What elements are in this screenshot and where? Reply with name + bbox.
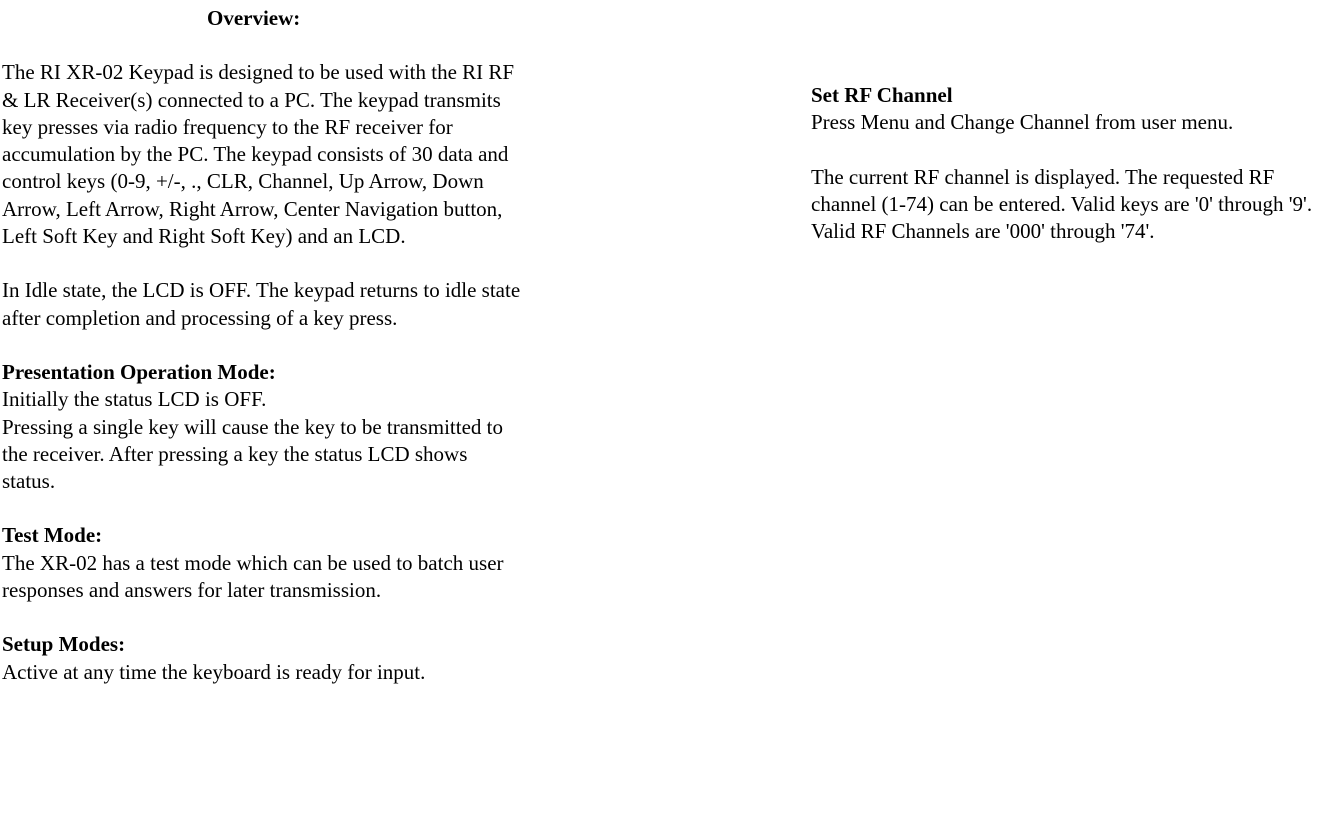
presentation-section: Presentation Operation Mode: Initially t… [2,359,521,495]
rf-body-2: The current RF channel is displayed. The… [811,164,1330,246]
test-section: Test Mode: The XR-02 has a test mode whi… [2,522,521,604]
setup-section: Setup Modes: Active at any time the keyb… [2,631,521,686]
left-column: Overview: The RI XR-02 Keypad is designe… [0,0,541,713]
rf-heading: Set RF Channel [811,82,1330,109]
overview-heading: Overview: [2,5,521,32]
right-column: Set RF Channel Press Menu and Change Cha… [541,0,1340,713]
presentation-heading: Presentation Operation Mode: [2,359,521,386]
document-page: Overview: The RI XR-02 Keypad is designe… [0,0,1340,713]
setup-body: Active at any time the keyboard is ready… [2,659,521,686]
presentation-body-1: Initially the status LCD is OFF. [2,386,521,413]
spacer [811,137,1330,164]
presentation-body-2: Pressing a single key will cause the key… [2,414,521,496]
test-body: The XR-02 has a test mode which can be u… [2,550,521,605]
rf-section: Set RF Channel Press Menu and Change Cha… [811,82,1330,245]
overview-paragraph-2: In Idle state, the LCD is OFF. The keypa… [2,277,521,332]
setup-heading: Setup Modes: [2,631,521,658]
rf-body-1: Press Menu and Change Channel from user … [811,109,1330,136]
overview-paragraph-1: The RI XR-02 Keypad is designed to be us… [2,59,521,250]
test-heading: Test Mode: [2,522,521,549]
